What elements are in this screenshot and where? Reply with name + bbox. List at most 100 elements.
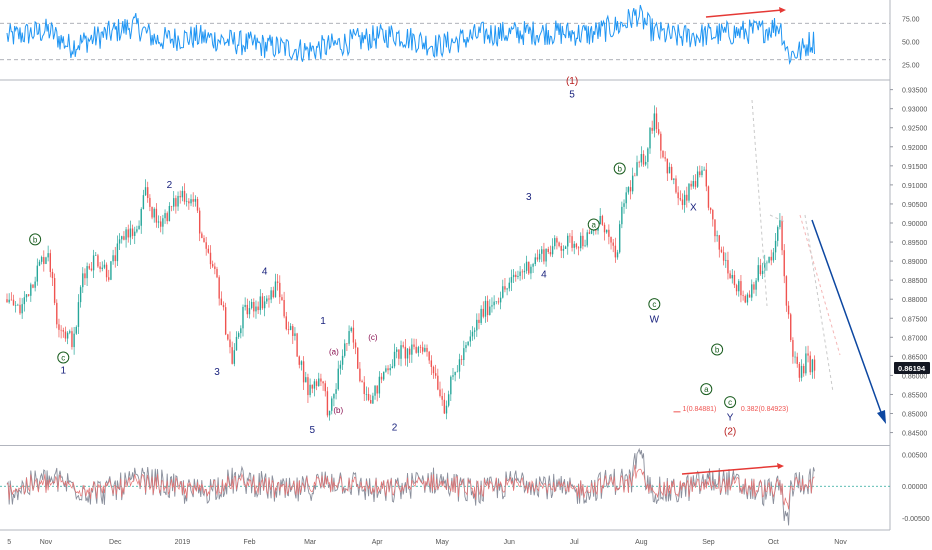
candle-body[interactable] [761, 270, 764, 275]
candle-body[interactable] [268, 298, 270, 300]
candle-body[interactable] [296, 333, 298, 357]
candle-body[interactable] [108, 277, 110, 280]
candle-body[interactable] [631, 175, 634, 192]
candle-body[interactable] [331, 398, 333, 411]
candle-body[interactable] [434, 373, 437, 376]
candle-body[interactable] [504, 286, 506, 290]
candle-body[interactable] [287, 329, 290, 330]
candle-body[interactable] [79, 287, 82, 303]
candle-body[interactable] [266, 298, 268, 302]
candle-body[interactable] [127, 229, 129, 238]
candle-body[interactable] [590, 230, 593, 234]
candle-body[interactable] [657, 129, 660, 134]
candle-body[interactable] [798, 363, 801, 378]
candle-body[interactable] [588, 232, 591, 234]
candle-body[interactable] [681, 199, 684, 205]
candle-body[interactable] [759, 265, 762, 275]
candle-body[interactable] [476, 319, 478, 331]
candle-body[interactable] [114, 255, 116, 262]
candle-body[interactable] [162, 218, 164, 227]
candle-body[interactable] [714, 219, 716, 237]
candle-body[interactable] [17, 304, 19, 306]
candle-body[interactable] [90, 268, 93, 271]
candle-body[interactable] [627, 187, 630, 193]
candle-body[interactable] [30, 284, 32, 296]
candle-body[interactable] [673, 178, 675, 180]
candle-body[interactable] [71, 331, 73, 348]
candle-body[interactable] [110, 261, 112, 280]
candle-body[interactable] [246, 304, 249, 315]
candle-body[interactable] [441, 395, 443, 400]
candle-body[interactable] [523, 270, 526, 273]
candle-body[interactable] [147, 187, 149, 198]
candle-body[interactable] [634, 175, 636, 177]
candle-body[interactable] [164, 213, 166, 219]
candle-body[interactable] [292, 326, 294, 336]
candle-body[interactable] [84, 273, 86, 279]
candle-body[interactable] [774, 240, 777, 253]
candle-body[interactable] [88, 266, 90, 269]
candle-body[interactable] [155, 208, 158, 223]
candle-body[interactable] [279, 282, 281, 298]
candle-body[interactable] [677, 192, 679, 199]
candle-body[interactable] [333, 393, 335, 399]
candle-body[interactable] [573, 243, 575, 248]
candle-body[interactable] [201, 233, 203, 239]
candle-body[interactable] [547, 248, 549, 253]
candle-body[interactable] [49, 253, 51, 272]
candle-body[interactable] [391, 366, 394, 369]
candle-body[interactable] [751, 284, 753, 298]
candle-body[interactable] [344, 343, 346, 356]
candle-body[interactable] [73, 333, 75, 348]
candle-body[interactable] [95, 255, 97, 256]
candle-body[interactable] [58, 324, 60, 330]
candle-body[interactable] [432, 366, 435, 374]
candle-body[interactable] [105, 264, 108, 278]
candle-body[interactable] [471, 331, 474, 337]
candle-body[interactable] [515, 274, 517, 277]
candle-body[interactable] [575, 243, 578, 248]
candle-body[interactable] [757, 265, 759, 281]
candle-body[interactable] [538, 253, 541, 260]
candle-body[interactable] [324, 383, 326, 392]
candle-body[interactable] [411, 344, 413, 355]
candle-body[interactable] [365, 393, 368, 395]
candle-body[interactable] [281, 297, 283, 300]
candle-body[interactable] [389, 368, 391, 371]
candle-body[interactable] [558, 242, 560, 247]
candle-body[interactable] [625, 192, 627, 204]
candle-body[interactable] [696, 171, 699, 187]
candle-body[interactable] [175, 198, 177, 207]
candle-body[interactable] [255, 306, 257, 312]
candle-body[interactable] [121, 236, 123, 240]
candle-body[interactable] [116, 243, 119, 262]
candle-body[interactable] [380, 376, 383, 380]
candle-body[interactable] [796, 356, 798, 364]
candle-body[interactable] [350, 327, 352, 332]
candle-body[interactable] [675, 178, 677, 193]
candle-body[interactable] [437, 375, 439, 390]
candle-body[interactable] [792, 340, 794, 357]
candle-body[interactable] [452, 375, 454, 377]
candle-body[interactable] [12, 299, 15, 306]
candle-body[interactable] [694, 181, 697, 187]
candle-body[interactable] [398, 349, 400, 359]
candle-body[interactable] [322, 381, 324, 384]
candle-body[interactable] [506, 288, 508, 290]
candle-body[interactable] [460, 359, 463, 361]
candle-body[interactable] [601, 215, 604, 225]
candle-body[interactable] [402, 345, 404, 347]
candle-body[interactable] [149, 197, 151, 207]
candle-body[interactable] [129, 228, 132, 238]
candle-body[interactable] [536, 257, 539, 260]
candle-body[interactable] [551, 246, 554, 255]
candle-body[interactable] [463, 348, 465, 361]
candle-body[interactable] [45, 257, 47, 264]
candle-body[interactable] [534, 257, 536, 265]
candle-body[interactable] [43, 257, 45, 264]
candle-body[interactable] [157, 221, 160, 223]
candle-body[interactable] [690, 183, 692, 187]
price-axis[interactable]: 0.84500 0.85000 0.85500 0.86000 0.86500 0.870… [890, 88, 930, 438]
candle-body[interactable] [354, 342, 357, 348]
candle-body[interactable] [179, 195, 181, 198]
